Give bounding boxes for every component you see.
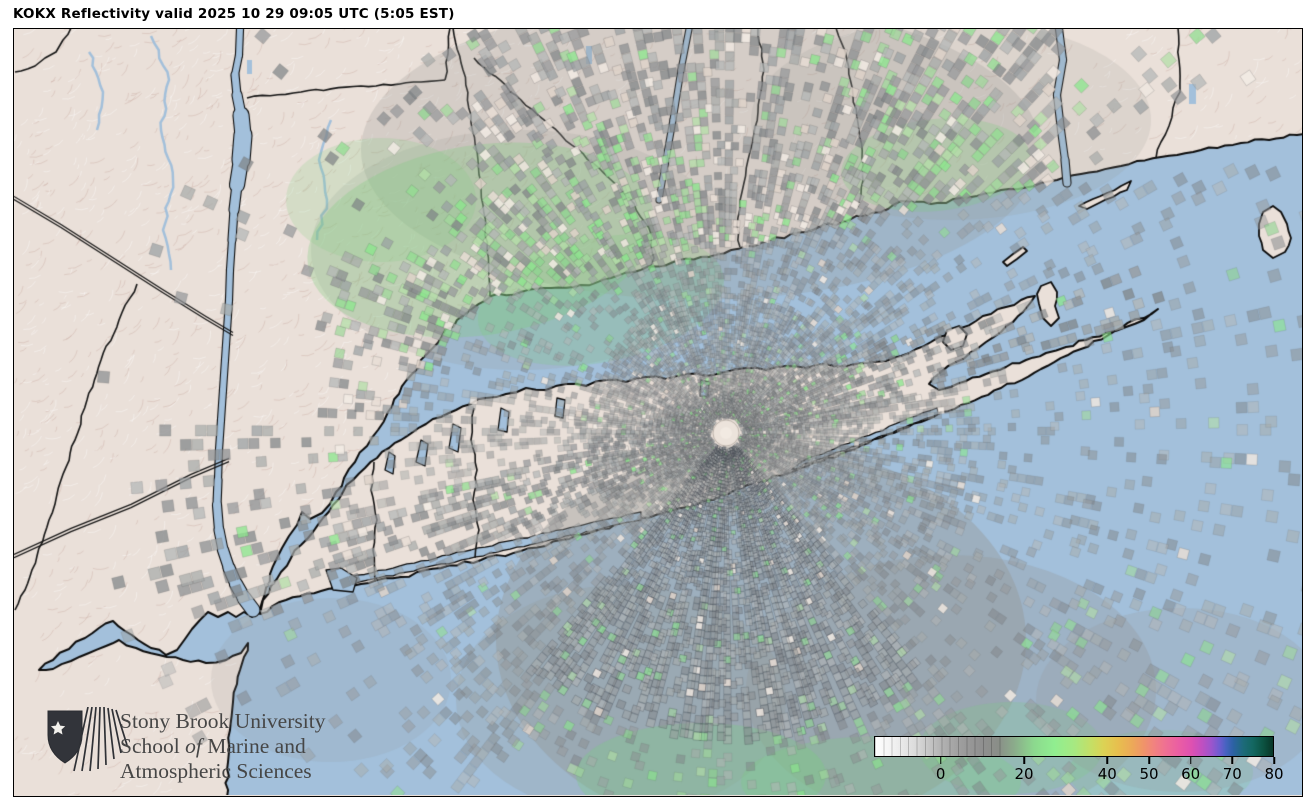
reflectivity-colorbar: 0 20 40 50 60 70 80 xyxy=(874,736,1284,790)
colorbar-tick-label: 0 xyxy=(935,765,946,783)
colorbar-tick xyxy=(939,757,942,764)
colorbar-tick-label: 40 xyxy=(1097,765,1117,783)
page-title: KOKX Reflectivity valid 2025 10 29 09:05… xyxy=(13,6,455,22)
colorbar-tick-label: 60 xyxy=(1181,765,1201,783)
colorbar-tick xyxy=(1148,757,1150,764)
colorbar-tick-label: 50 xyxy=(1139,765,1159,783)
colorbar-tick-label: 80 xyxy=(1264,765,1284,783)
radar-map-canvas xyxy=(14,29,1302,795)
colorbar-bin-lines xyxy=(875,737,1007,756)
colorbar-tick xyxy=(1189,757,1192,764)
colorbar-tick xyxy=(1106,757,1109,764)
colorbar-tick xyxy=(1273,757,1275,764)
colorbar-tick-label: 20 xyxy=(1014,765,1034,783)
colorbar-tick-label: 70 xyxy=(1222,765,1242,783)
colorbar-tick xyxy=(1023,757,1025,764)
radar-map: Stony Brook University School of Marine … xyxy=(13,28,1303,797)
colorbar-tick xyxy=(1231,757,1234,764)
colorbar-gradient xyxy=(874,736,1274,757)
